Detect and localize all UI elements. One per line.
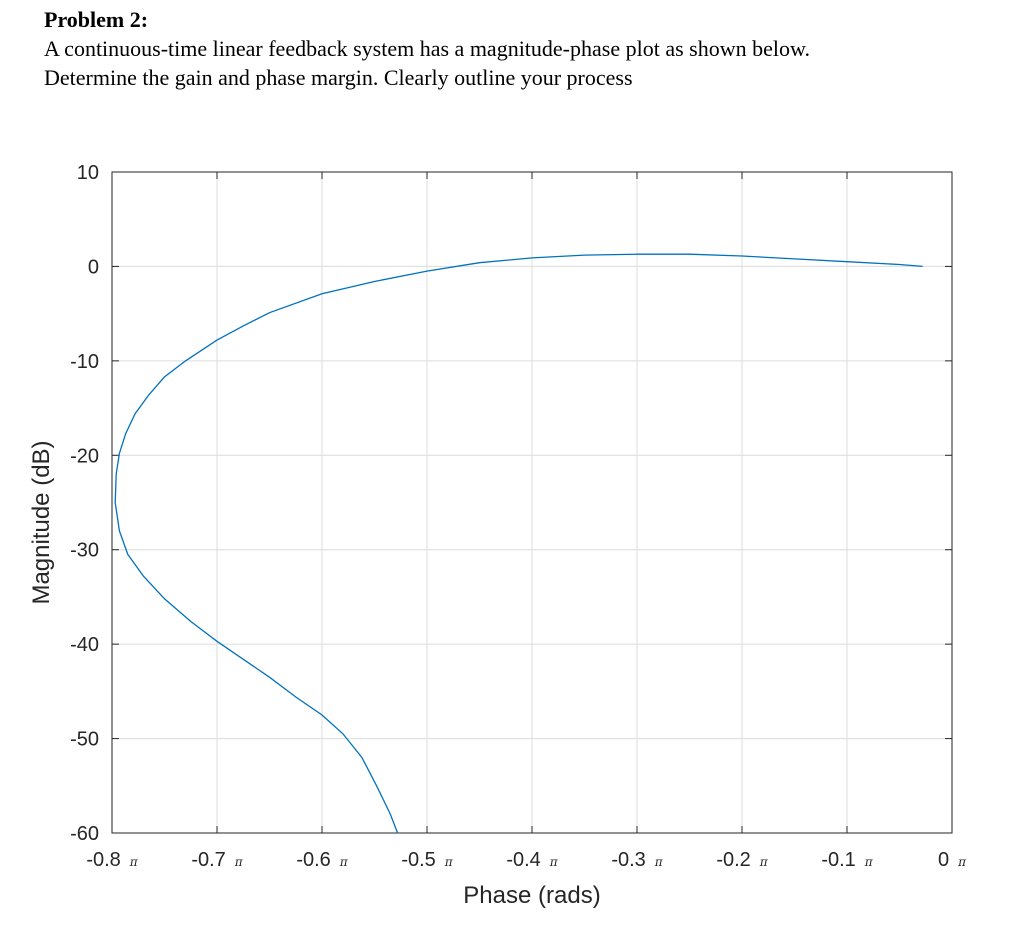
problem-statement: Problem 2: A continuous-time linear feed… bbox=[44, 6, 1004, 92]
series-line bbox=[114, 253, 923, 834]
y-tick-label: -60 bbox=[70, 823, 99, 845]
x-tick-label: -0.2 π bbox=[716, 849, 768, 871]
x-tick-label: -0.3 π bbox=[611, 849, 663, 871]
x-axis-title: Phase (rads) bbox=[463, 882, 600, 909]
y-axis-tick-labels: 10 0 -10 -20 -30 -40 -50 -60 bbox=[70, 162, 99, 845]
x-tick-label: -0.4 π bbox=[506, 849, 558, 871]
problem-text-line-1: A continuous-time linear feedback system… bbox=[44, 36, 810, 61]
x-tick-label: -0.1 π bbox=[821, 849, 873, 871]
x-tick-label: -0.8 π bbox=[86, 849, 138, 871]
y-tick-label: -50 bbox=[70, 729, 99, 751]
y-tick-label: -30 bbox=[70, 540, 99, 562]
x-tick-label: -0.7 π bbox=[191, 849, 243, 871]
tick-marks bbox=[111, 171, 953, 834]
x-axis-tick-labels: -0.8 π -0.7 π -0.6 π -0.5 π -0.4 π -0.3 π -0.2 π -0.1 π… bbox=[86, 849, 967, 871]
y-tick-label: 0 bbox=[88, 256, 99, 278]
y-tick-label: 10 bbox=[77, 162, 99, 184]
grid bbox=[111, 171, 953, 834]
x-tick-label: -0.6 π bbox=[296, 849, 348, 871]
x-tick-label: -0.5 π bbox=[401, 849, 453, 871]
y-tick-label: -10 bbox=[70, 351, 99, 373]
y-tick-label: -40 bbox=[70, 634, 99, 656]
problem-text-line-2: Determine the gain and phase margin. Cle… bbox=[44, 65, 633, 90]
y-axis-title: Magnitude (dB) bbox=[28, 440, 55, 604]
problem-title: Problem 2: bbox=[44, 7, 149, 32]
y-tick-label: -20 bbox=[70, 445, 99, 467]
